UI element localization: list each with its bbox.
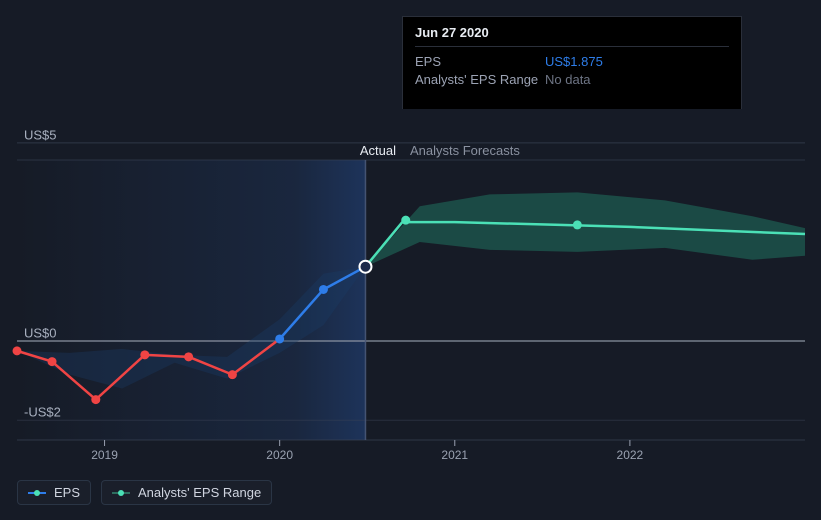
legend-item-eps[interactable]: EPS [17, 480, 91, 505]
section-label-actual: Actual [360, 143, 396, 158]
legend: EPS Analysts' EPS Range [17, 480, 272, 505]
tooltip-row-value: US$1.875 [545, 53, 603, 71]
x-tick-label: 2021 [441, 448, 468, 462]
tooltip-row-value: No data [545, 71, 591, 89]
legend-item-range[interactable]: Analysts' EPS Range [101, 480, 272, 505]
tooltip-row-label: Analysts' EPS Range [415, 71, 545, 89]
y-tick-label: US$5 [24, 127, 57, 142]
x-tick-label: 2022 [617, 448, 644, 462]
section-label-forecast: Analysts Forecasts [410, 143, 520, 158]
tooltip-date: Jun 27 2020 [415, 25, 729, 47]
y-tick-label: -US$2 [24, 405, 61, 420]
x-tick-label: 2019 [91, 448, 118, 462]
x-tick-label: 2020 [266, 448, 293, 462]
legend-swatch-icon [112, 490, 130, 496]
tooltip-row-label: EPS [415, 53, 545, 71]
legend-item-label: EPS [54, 485, 80, 500]
y-tick-label: US$0 [24, 325, 57, 340]
legend-swatch-icon [28, 490, 46, 496]
tooltip: Jun 27 2020 EPS US$1.875 Analysts' EPS R… [402, 16, 742, 109]
legend-item-label: Analysts' EPS Range [138, 485, 261, 500]
eps-chart-container: US$5 US$0 -US$2 2019 2020 2021 2022 Actu… [0, 0, 821, 520]
